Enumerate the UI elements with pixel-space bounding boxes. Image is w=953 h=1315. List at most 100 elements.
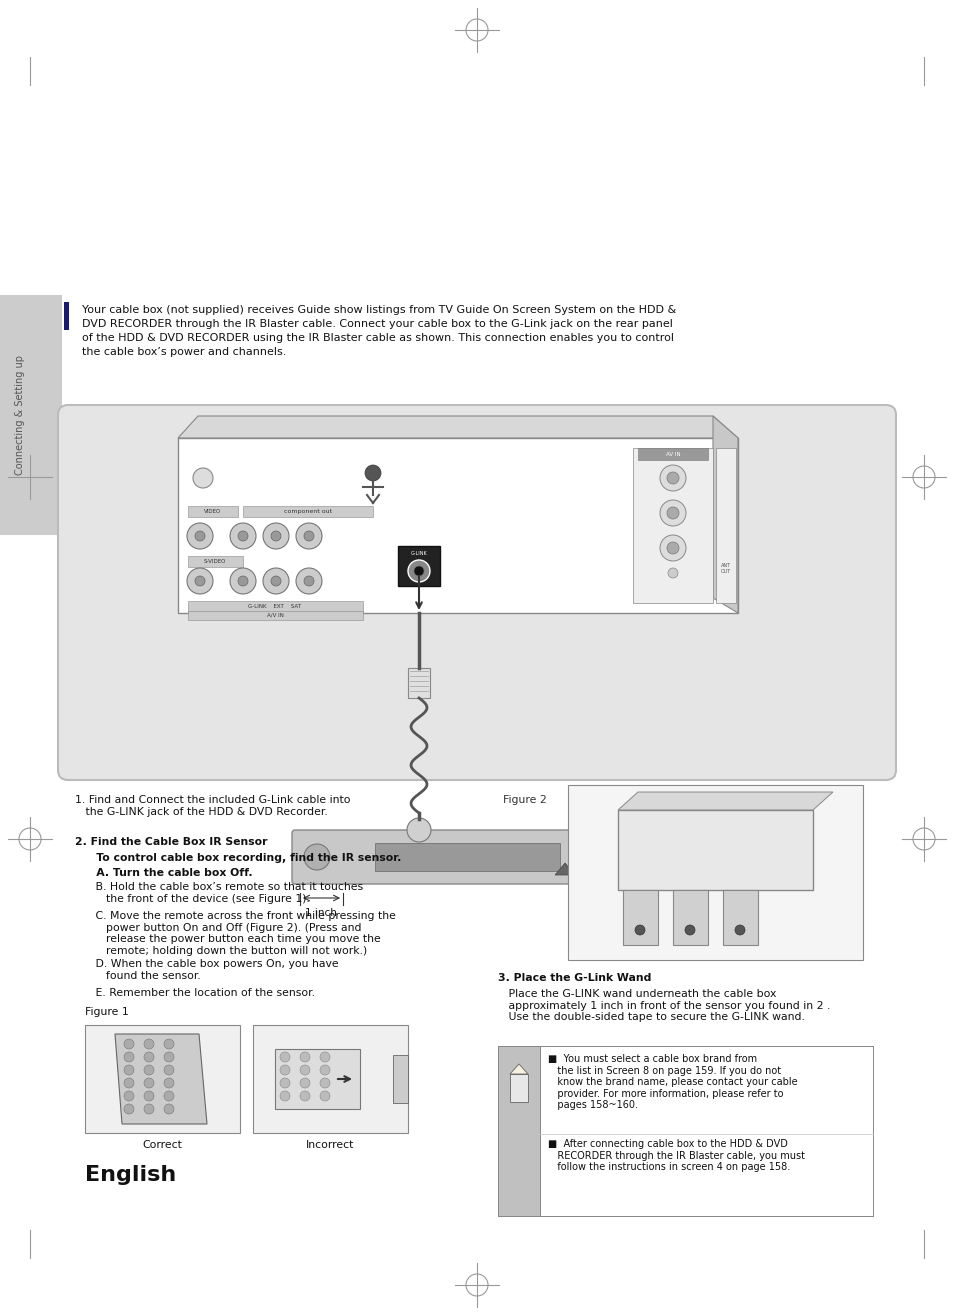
Text: Your cable box (not supplied) receives Guide show listings from TV Guide On Scre: Your cable box (not supplied) receives G… xyxy=(82,305,676,356)
Bar xyxy=(64,302,69,330)
Bar xyxy=(497,1045,539,1216)
Bar xyxy=(622,890,658,945)
Bar xyxy=(722,890,758,945)
Circle shape xyxy=(299,1065,310,1074)
Circle shape xyxy=(263,568,289,594)
Bar xyxy=(597,859,610,873)
Bar xyxy=(597,842,610,855)
Text: E. Remember the location of the sensor.: E. Remember the location of the sensor. xyxy=(85,988,314,998)
Circle shape xyxy=(635,924,644,935)
Polygon shape xyxy=(178,416,738,438)
Circle shape xyxy=(659,500,685,526)
Circle shape xyxy=(666,472,679,484)
Circle shape xyxy=(194,576,205,586)
Circle shape xyxy=(194,531,205,540)
Text: To control cable box recording, find the IR sensor.: To control cable box recording, find the… xyxy=(85,853,401,863)
Bar xyxy=(633,448,712,604)
Text: B. Hold the cable box’s remote so that it touches
      the front of the device : B. Hold the cable box’s remote so that i… xyxy=(85,882,363,903)
Polygon shape xyxy=(510,1064,527,1074)
Text: S-VIDEO: S-VIDEO xyxy=(204,559,226,564)
Text: G-LINK: G-LINK xyxy=(410,551,427,556)
Bar xyxy=(639,842,695,871)
Circle shape xyxy=(237,531,248,540)
Circle shape xyxy=(271,531,281,540)
Circle shape xyxy=(304,576,314,586)
Circle shape xyxy=(237,576,248,586)
Polygon shape xyxy=(618,792,832,810)
Circle shape xyxy=(164,1039,173,1049)
Text: English: English xyxy=(85,1165,176,1185)
Bar xyxy=(397,546,439,586)
Text: C. Move the remote across the front while pressing the
      power button On and: C. Move the remote across the front whil… xyxy=(85,911,395,956)
Circle shape xyxy=(280,1091,290,1101)
Circle shape xyxy=(124,1052,133,1063)
Circle shape xyxy=(144,1039,153,1049)
Bar xyxy=(243,506,373,517)
Bar xyxy=(618,810,812,890)
Circle shape xyxy=(144,1091,153,1101)
Text: Connecting & Setting up: Connecting & Setting up xyxy=(15,355,25,475)
Circle shape xyxy=(684,924,695,935)
Circle shape xyxy=(144,1078,153,1088)
Bar xyxy=(178,438,738,613)
Circle shape xyxy=(295,568,322,594)
Text: 1. Find and Connect the included G-Link cable into
   the G-LINK jack of the HDD: 1. Find and Connect the included G-Link … xyxy=(75,796,350,817)
Bar xyxy=(579,842,594,855)
Bar xyxy=(497,1045,872,1216)
Circle shape xyxy=(164,1065,173,1074)
Circle shape xyxy=(407,818,431,842)
Text: ANT
OUT: ANT OUT xyxy=(720,563,730,573)
Circle shape xyxy=(124,1078,133,1088)
Text: 1 inch: 1 inch xyxy=(305,907,336,918)
Circle shape xyxy=(299,1078,310,1088)
Polygon shape xyxy=(115,1034,207,1124)
Circle shape xyxy=(124,1039,133,1049)
Text: Incorrect: Incorrect xyxy=(306,1140,354,1151)
Circle shape xyxy=(659,535,685,562)
Circle shape xyxy=(144,1065,153,1074)
Text: 3. Place the G-Link Wand: 3. Place the G-Link Wand xyxy=(497,973,651,984)
Text: ■  After connecting cable box to the HDD & DVD
   RECORDER through the IR Blaste: ■ After connecting cable box to the HDD … xyxy=(547,1139,804,1172)
Polygon shape xyxy=(274,1049,359,1109)
Text: A/V IN: A/V IN xyxy=(266,613,283,618)
Circle shape xyxy=(144,1052,153,1063)
Circle shape xyxy=(124,1091,133,1101)
Circle shape xyxy=(414,565,423,576)
Bar xyxy=(393,1055,408,1103)
Circle shape xyxy=(164,1091,173,1101)
Circle shape xyxy=(319,1052,330,1063)
Circle shape xyxy=(319,1091,330,1101)
Text: VIDEO: VIDEO xyxy=(204,509,221,513)
Text: A. Turn the cable box Off.: A. Turn the cable box Off. xyxy=(85,868,253,878)
Circle shape xyxy=(734,924,744,935)
Bar xyxy=(188,601,363,611)
Text: ■  You must select a cable box brand from
   the list in Screen 8 on page 159. I: ■ You must select a cable box brand from… xyxy=(547,1055,797,1110)
Circle shape xyxy=(408,560,430,583)
Text: Figure 1: Figure 1 xyxy=(85,1007,129,1016)
Circle shape xyxy=(230,568,255,594)
Circle shape xyxy=(187,568,213,594)
Circle shape xyxy=(295,523,322,548)
Circle shape xyxy=(280,1078,290,1088)
Circle shape xyxy=(319,1065,330,1074)
Circle shape xyxy=(187,523,213,548)
Bar xyxy=(85,1024,240,1134)
Bar xyxy=(375,843,559,871)
Circle shape xyxy=(319,1078,330,1088)
Circle shape xyxy=(230,523,255,548)
Circle shape xyxy=(144,1105,153,1114)
Bar xyxy=(716,448,735,604)
Text: D. When the cable box powers On, you have
      found the sensor.: D. When the cable box powers On, you hav… xyxy=(85,959,338,981)
Bar xyxy=(188,611,363,619)
Bar xyxy=(638,448,707,460)
Text: Figure 2: Figure 2 xyxy=(502,796,546,805)
Bar xyxy=(188,506,237,517)
Circle shape xyxy=(304,844,330,871)
Bar xyxy=(253,1024,408,1134)
Bar xyxy=(614,859,627,873)
Circle shape xyxy=(299,1052,310,1063)
Circle shape xyxy=(164,1052,173,1063)
Circle shape xyxy=(263,523,289,548)
Polygon shape xyxy=(712,416,738,613)
Circle shape xyxy=(280,1065,290,1074)
